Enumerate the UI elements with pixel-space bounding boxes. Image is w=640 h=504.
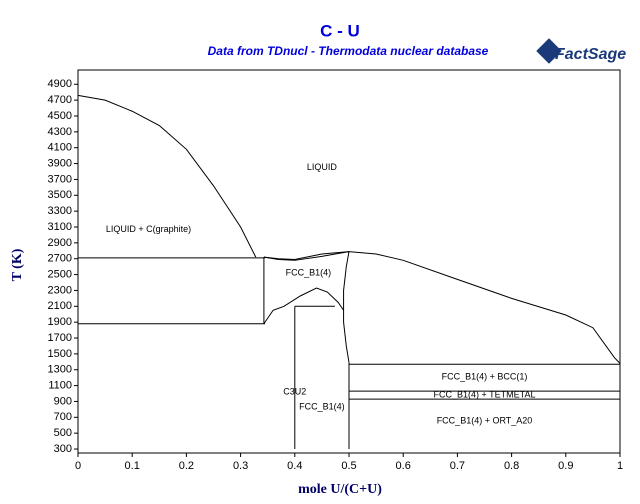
y-tick-label: 500 <box>54 427 72 439</box>
chart-subtitle: Data from TDnucl - Thermodata nuclear da… <box>208 44 489 58</box>
y-tick-label: 1700 <box>48 332 72 344</box>
x-tick-label: 0.6 <box>396 460 411 472</box>
y-tick-label: 2100 <box>48 300 72 312</box>
region-label: FCC_B1(4) + ORT_A20 <box>437 416 533 426</box>
y-tick-label: 4700 <box>48 94 72 106</box>
y-tick-label: 2700 <box>48 253 72 265</box>
y-tick-label: 700 <box>54 411 72 423</box>
y-tick-label: 2900 <box>48 237 72 249</box>
chart-title: C - U <box>320 21 360 40</box>
y-tick-label: 2300 <box>48 284 72 296</box>
x-tick-label: 0.2 <box>179 460 194 472</box>
y-tick-label: 3900 <box>48 157 72 169</box>
logo-mark <box>536 38 562 64</box>
y-tick-label: 3100 <box>48 221 72 233</box>
region-label: LIQUID <box>307 162 338 172</box>
x-tick-label: 0.4 <box>287 460 302 472</box>
x-tick-label: 0.5 <box>341 460 356 472</box>
y-tick-label: 900 <box>54 395 72 407</box>
y-axis-label: T (K) <box>10 248 25 281</box>
region-label: FCC_B1(4) + TETMETAL <box>434 389 536 399</box>
y-tick-label: 2500 <box>48 268 72 280</box>
phase-boundary <box>343 251 350 363</box>
x-tick-label: 0.1 <box>125 460 140 472</box>
y-tick-label: 1500 <box>48 348 72 360</box>
phase-boundary <box>263 287 344 325</box>
y-tick-label: 300 <box>54 443 72 455</box>
x-tick-label: 0.8 <box>504 460 519 472</box>
phase-boundary <box>263 251 350 261</box>
y-tick-label: 4900 <box>48 78 72 90</box>
y-tick-label: 4100 <box>48 142 72 154</box>
phase-boundary <box>77 94 257 258</box>
region-label: FCC_B1(4) + BCC(1) <box>442 371 528 381</box>
phase-boundary <box>263 251 621 364</box>
y-tick-label: 4500 <box>48 110 72 122</box>
region-label: C3U2 <box>283 386 306 396</box>
x-axis-label: mole U/(C+U) <box>298 482 382 497</box>
x-tick-label: 0.7 <box>450 460 465 472</box>
y-tick-label: 3500 <box>48 189 72 201</box>
region-label: FCC_B1(4) <box>286 267 332 277</box>
y-tick-label: 3300 <box>48 205 72 217</box>
y-tick-label: 1900 <box>48 316 72 328</box>
x-tick-label: 1 <box>617 460 623 472</box>
y-tick-label: 1300 <box>48 364 72 376</box>
x-tick-label: 0 <box>75 460 81 472</box>
x-tick-label: 0.9 <box>558 460 573 472</box>
y-tick-label: 1100 <box>48 380 72 392</box>
region-label: FCC_B1(4) <box>299 401 345 411</box>
region-label: LIQUID + C(graphite) <box>106 224 191 234</box>
y-tick-label: 3700 <box>48 173 72 185</box>
x-tick-label: 0.3 <box>233 460 248 472</box>
y-tick-label: 4300 <box>48 126 72 138</box>
logo-text: FactSage <box>555 46 626 63</box>
logo: FactSage <box>536 38 626 64</box>
